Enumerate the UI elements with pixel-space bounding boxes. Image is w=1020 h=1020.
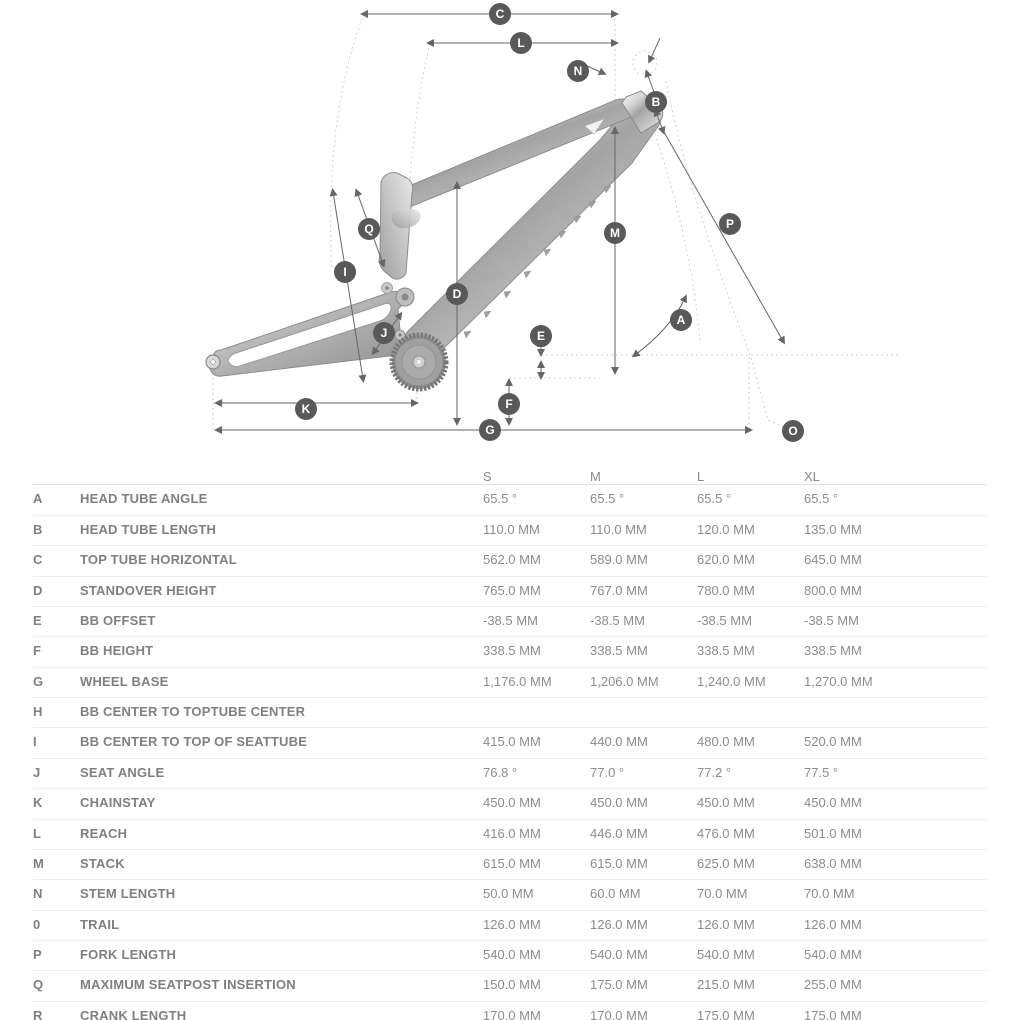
svg-text:G: G (485, 423, 494, 437)
svg-text:F: F (505, 397, 512, 411)
svg-text:E: E (537, 329, 545, 343)
svg-text:L: L (517, 36, 524, 50)
svg-text:A: A (677, 313, 686, 327)
svg-text:N: N (574, 64, 583, 78)
svg-text:P: P (726, 217, 734, 231)
svg-text:O: O (788, 424, 797, 438)
svg-text:M: M (610, 226, 620, 240)
svg-text:C: C (496, 7, 505, 21)
svg-text:B: B (652, 95, 661, 109)
svg-text:Q: Q (364, 222, 373, 236)
svg-text:I: I (343, 265, 346, 279)
svg-text:K: K (302, 402, 311, 416)
svg-text:J: J (381, 326, 388, 340)
svg-text:D: D (453, 287, 462, 301)
